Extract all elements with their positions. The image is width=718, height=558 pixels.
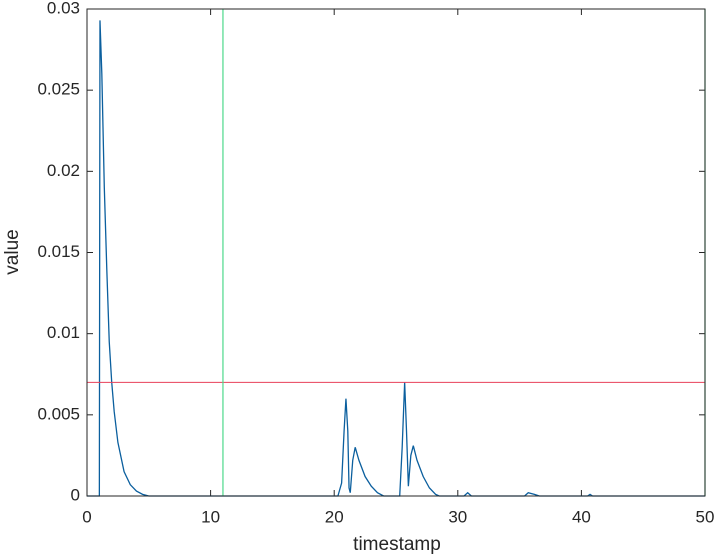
plot-frame — [86, 8, 706, 497]
x-tick-label: 50 — [696, 507, 715, 526]
y-tick-label: 0.03 — [47, 0, 80, 17]
x-tick-label: 40 — [572, 507, 591, 526]
x-tick-label: 0 — [82, 507, 91, 526]
y-tick-label: 0.005 — [37, 404, 80, 423]
data-line — [87, 20, 705, 497]
y-axis-label: value — [2, 229, 23, 274]
y-tick-label: 0 — [71, 485, 80, 504]
x-axis-label: timestamp — [353, 534, 441, 555]
x-tick-label: 30 — [448, 507, 467, 526]
y-tick-label: 0.025 — [37, 80, 80, 99]
y-tick-label: 0.02 — [47, 161, 80, 180]
x-tick-label: 20 — [325, 507, 344, 526]
x-tick-label: 10 — [201, 507, 220, 526]
y-tick-label: 0.01 — [47, 323, 80, 342]
y-tick-label: 0.015 — [37, 242, 80, 261]
